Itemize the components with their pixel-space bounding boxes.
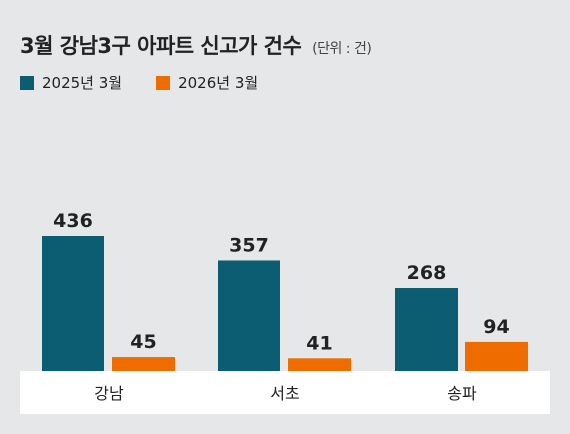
- value-label-2025-1: 357: [229, 234, 269, 256]
- legend-item-2025: 2025년 3월: [20, 72, 122, 93]
- bar-2025-2: [395, 288, 458, 371]
- chart-title: 3월 강남3구 아파트 신고가 건수 (단위 : 건): [20, 30, 372, 60]
- value-label-2025-2: 268: [407, 262, 447, 284]
- category-label-0: 강남: [94, 384, 124, 403]
- legend-label-2026: 2026년 3월: [178, 74, 259, 92]
- x-axis-band: [20, 371, 550, 414]
- value-label-2026-0: 45: [130, 331, 156, 353]
- legend-label-2025: 2025년 3월: [42, 74, 123, 92]
- bar-2026-1: [288, 358, 351, 371]
- value-label-2025-0: 436: [53, 210, 93, 232]
- bar-2026-2: [465, 341, 528, 371]
- bar-2025-1: [218, 260, 280, 371]
- legend-item-2026: 2026년 3월: [156, 72, 258, 93]
- bar-2025-0: [42, 236, 104, 371]
- unit-label: (단위 : 건): [312, 41, 372, 57]
- legend-swatch-2025: [20, 75, 34, 90]
- bar-2026-0: [112, 357, 175, 371]
- legend: 2025년 3월 2026년 3월: [20, 72, 292, 93]
- category-label-2: 송파: [447, 384, 477, 403]
- category-label-1: 서초: [270, 384, 299, 403]
- legend-swatch-2026: [156, 75, 171, 90]
- value-label-2026-1: 41: [306, 332, 332, 354]
- value-label-2026-2: 94: [483, 316, 509, 338]
- chart-title-text: 3월 강남3구 아파트 신고가 건수: [20, 34, 302, 58]
